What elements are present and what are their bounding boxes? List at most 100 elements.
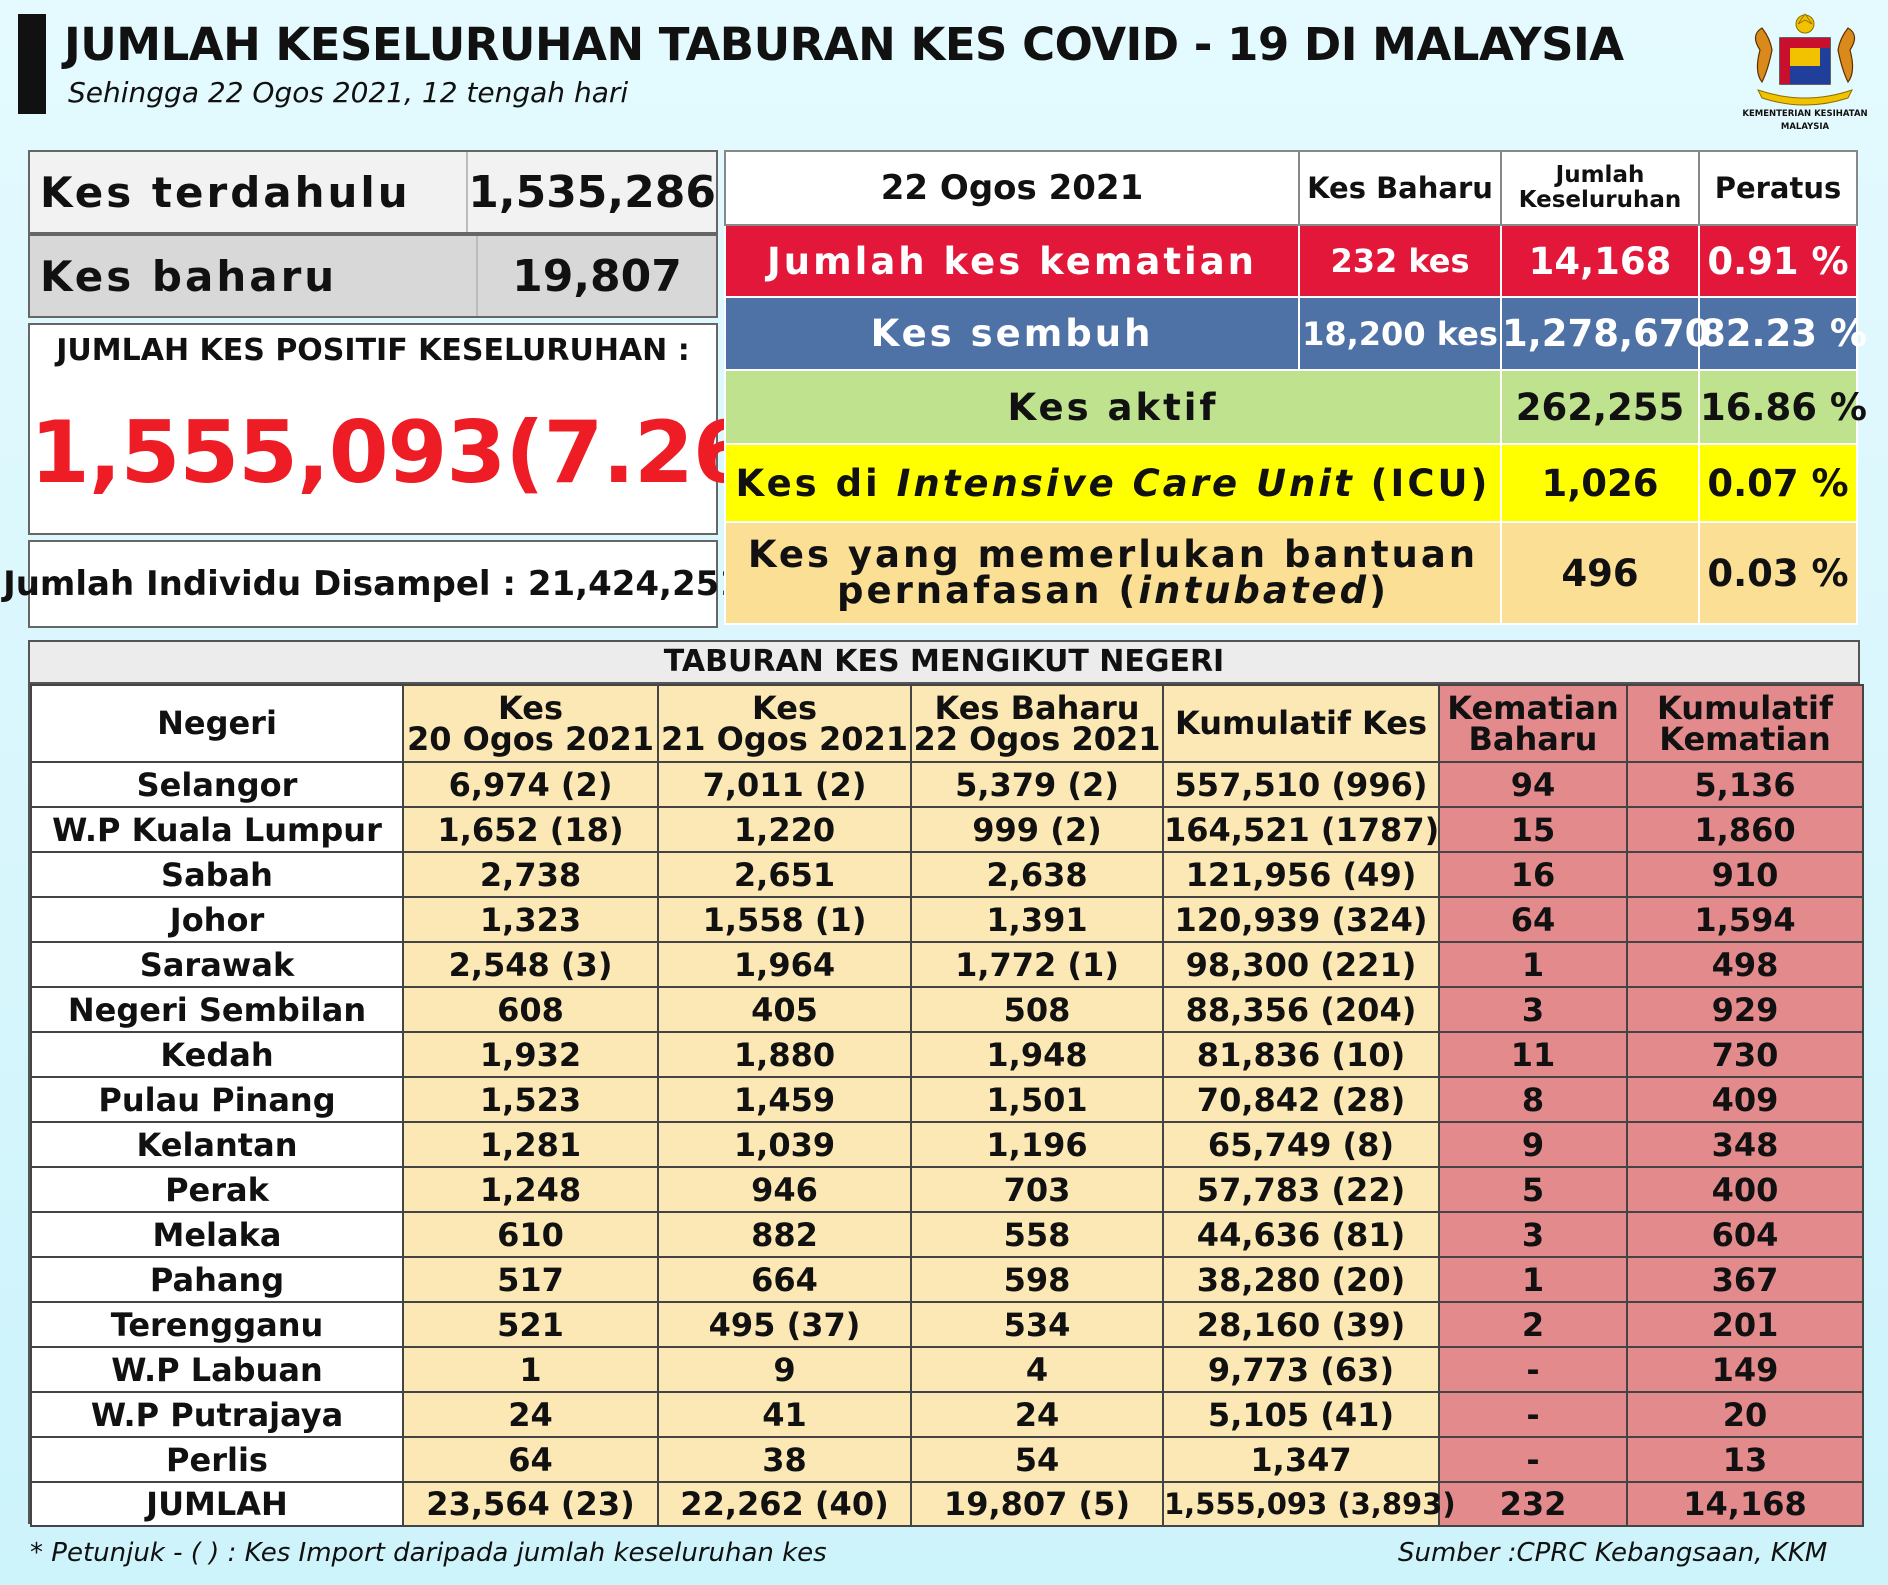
table-cell: 2,651 [657, 851, 912, 898]
state-name-cell: Sabah [30, 851, 404, 898]
state-table-panel: TABURAN KES MENGIKUT NEGERI Negeri Kes 20 … [28, 640, 1864, 1527]
table-row: Selangor 6,974 (2) 7,011 (2) 5,379 (2) 557,5… [30, 761, 1864, 808]
logo-text-line2: MALAYSIA [1780, 122, 1830, 132]
state-name-cell: Pahang [30, 1256, 404, 1303]
table-cell: 7,011 (2) [657, 761, 912, 808]
table-cell: 367 [1626, 1256, 1864, 1303]
table-row: Kelantan 1,281 1,039 1,196 65,749 (8) 9 348 [30, 1121, 1864, 1168]
table-cell: 20 [1626, 1391, 1864, 1438]
state-name-cell: Kelantan [30, 1121, 404, 1168]
footnote: * Petunjuk - ( ) : Kes Import daripada j… [30, 1538, 827, 1568]
table-cell: 64 [1438, 896, 1628, 943]
icu-label-pre: Kes di [735, 461, 897, 505]
intubated-label: Kes yang memerlukan bantuan pernafasan (… [724, 521, 1502, 625]
table-cell: 608 [402, 986, 659, 1033]
table-cell: 730 [1626, 1031, 1864, 1078]
table-cell: 3 [1438, 986, 1628, 1033]
new-cases-value: 19,807 [512, 250, 682, 302]
column-header-line: Kematian [1659, 719, 1831, 758]
table-cell: 1,459 [657, 1076, 912, 1123]
summary-total-header: Jumlah Keseluruhan [1500, 150, 1700, 226]
column-header: Kes Baharu 22 Ogos 2021 [910, 684, 1164, 763]
total-positive-value: 1,555,093(7.26%) [30, 403, 876, 503]
icu-label-italic: Intensive Care Unit [896, 461, 1355, 505]
recovered-row: Kes sembuh 18,200 kes 1,278,670 82.23 % [724, 296, 1867, 371]
table-cell: 2 [1438, 1301, 1628, 1348]
table-cell: 604 [1626, 1211, 1864, 1258]
table-cell: 910 [1626, 851, 1864, 898]
summary-header-row: 22 Ogos 2021 Kes Baharu Jumlah Keseluruh… [724, 150, 1858, 226]
total-label-cell: JUMLAH [30, 1481, 404, 1527]
state-table-header-row: Negeri Kes 20 Ogos 2021 Kes 21 Ogos 2021 Kes … [30, 684, 1864, 763]
state-name-cell: Melaka [30, 1211, 404, 1258]
table-cell: 703 [910, 1166, 1164, 1213]
table-cell: 54 [910, 1436, 1164, 1483]
table-cell: 1 [1438, 1256, 1628, 1303]
table-row: Pulau Pinang 1,523 1,459 1,501 70,842 (28) 8 4… [30, 1076, 1864, 1123]
intubated-label-line2-italic: intubated [1138, 569, 1370, 612]
table-cell: 1,652 (18) [402, 806, 659, 853]
table-row: Negeri Sembilan 608 405 508 88,356 (204) 3 929 [30, 986, 1864, 1033]
table-cell: 1,323 [402, 896, 659, 943]
table-cell: - [1438, 1346, 1628, 1393]
table-cell: 1,860 [1626, 806, 1864, 853]
active-total: 262,255 [1500, 369, 1700, 445]
table-cell: 534 [910, 1301, 1164, 1348]
icu-label: Kes di Intensive Care Unit (ICU) [724, 443, 1502, 523]
table-cell: 2,638 [910, 851, 1164, 898]
column-header-line: Kematian [1447, 688, 1619, 727]
total-cell: 22,262 (40) [657, 1481, 912, 1527]
table-cell: 1,594 [1626, 896, 1864, 943]
total-positive-label: JUMLAH KES POSITIF KESELURUHAN : [56, 333, 690, 368]
table-cell: 2,738 [402, 851, 659, 898]
column-header-line: 21 Ogos 2021 [660, 719, 908, 758]
deaths-percent: 0.91 % [1698, 224, 1858, 298]
table-cell: 24 [402, 1391, 659, 1438]
table-cell: 1,347 [1162, 1436, 1440, 1483]
table-cell: 1,558 (1) [657, 896, 912, 943]
active-row: Kes aktif 262,255 16.86 % [724, 369, 1867, 445]
state-name-cell: W.P Kuala Lumpur [30, 806, 404, 853]
table-cell: 610 [402, 1211, 659, 1258]
previous-cases-value: 1,535,286 [468, 166, 716, 218]
table-row: Johor 1,323 1,558 (1) 1,391 120,939 (324) 64 1… [30, 896, 1864, 943]
summary-date-header: 22 Ogos 2021 [724, 150, 1300, 226]
table-cell: 81,836 (10) [1162, 1031, 1440, 1078]
column-header-line: Negeri [157, 704, 277, 742]
intubated-percent: 0.03 % [1698, 521, 1858, 625]
logo-text-line1: KEMENTERIAN KESIHATAN [1742, 109, 1868, 119]
table-row: Terengganu 521 495 (37) 534 28,160 (39) 2 201 [30, 1301, 1864, 1348]
state-name-cell: W.P Putrajaya [30, 1391, 404, 1438]
table-cell: 5,379 (2) [910, 761, 1164, 808]
summary-table: 22 Ogos 2021 Kes Baharu Jumlah Keseluruh… [724, 150, 1867, 625]
table-row: Perak 1,248 946 703 57,783 (22) 5 400 [30, 1166, 1864, 1213]
table-cell: 498 [1626, 941, 1864, 988]
state-table-title: TABURAN KES MENGIKUT NEGERI [30, 642, 1858, 684]
table-cell: 41 [657, 1391, 912, 1438]
individuals-sampled: Jumlah Individu Disampel : 21,424,251 [3, 540, 743, 628]
total-positive-box: JUMLAH KES POSITIF KESELURUHAN : 1,555,0… [28, 323, 876, 535]
column-header-line: 20 Ogos 2021 [406, 719, 654, 758]
state-table: Negeri Kes 20 Ogos 2021 Kes 21 Ogos 2021 Kes … [30, 684, 1864, 1527]
table-cell: 1,772 (1) [910, 941, 1164, 988]
deaths-label: Jumlah kes kematian [724, 224, 1300, 298]
intubated-label-line2: pernafasan (intubated) [726, 572, 1500, 609]
state-name-cell: Johor [30, 896, 404, 943]
table-cell: 15 [1438, 806, 1628, 853]
table-cell: 1,248 [402, 1166, 659, 1213]
table-row: Sarawak 2,548 (3) 1,964 1,772 (1) 98,300 (22… [30, 941, 1864, 988]
table-cell: 88,356 (204) [1162, 986, 1440, 1033]
table-cell: 1,039 [657, 1121, 912, 1168]
column-header-line: Baharu [1468, 719, 1598, 758]
table-cell: 517 [402, 1256, 659, 1303]
table-cell: 409 [1626, 1076, 1864, 1123]
table-cell: - [1438, 1436, 1628, 1483]
table-cell: 348 [1626, 1121, 1864, 1168]
icu-label-post: (ICU) [1354, 461, 1491, 505]
table-cell: 5,105 (41) [1162, 1391, 1440, 1438]
table-cell: 38 [657, 1436, 912, 1483]
table-cell: 598 [910, 1256, 1164, 1303]
active-percent: 16.86 % [1698, 369, 1867, 445]
source-note: Sumber :CPRC Kebangsaan, KKM [1398, 1538, 1828, 1568]
table-cell: 9 [1438, 1121, 1628, 1168]
